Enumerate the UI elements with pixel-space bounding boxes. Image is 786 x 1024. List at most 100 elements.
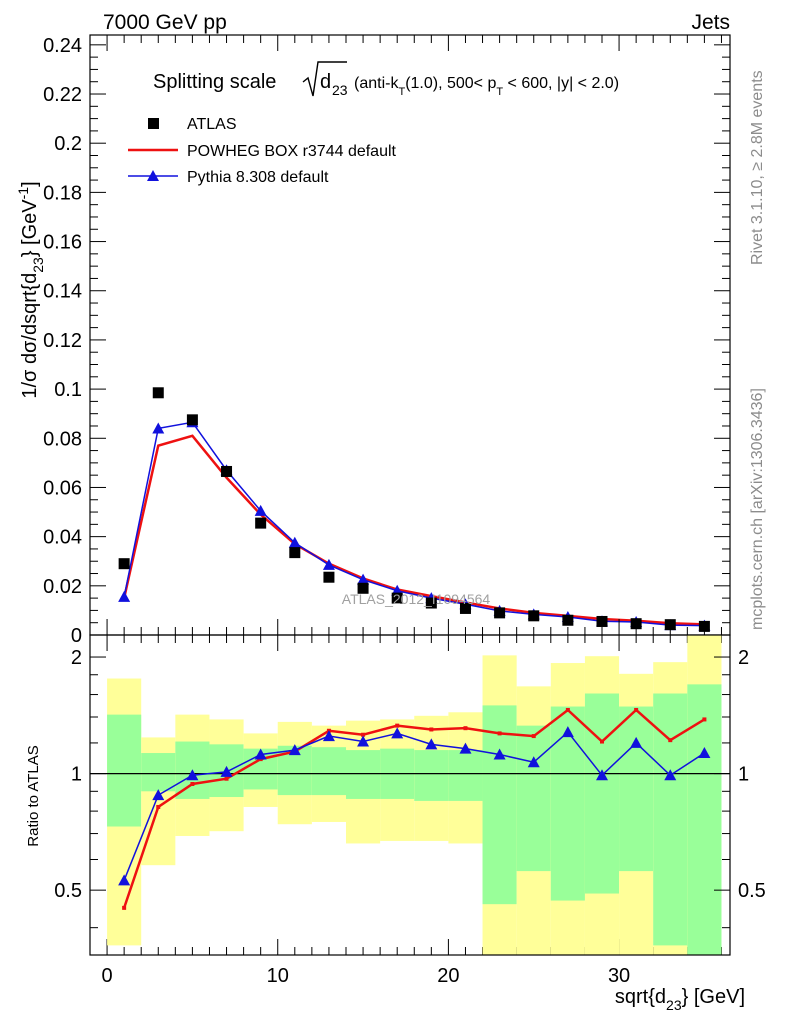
sqrt-sign [302, 61, 347, 97]
ratio-pythia-point [118, 874, 131, 886]
ratio-pythia-point [630, 736, 643, 748]
y-tick-label: 0.2 [54, 133, 82, 155]
pythia-point [152, 422, 165, 434]
mcplots-label: mcplots.cern.ch [arXiv:1306.3436] [749, 388, 766, 630]
ratio-tick-label-right: 1 [738, 764, 749, 786]
x-axis-label: sqrt{d23} [GeV] [615, 986, 745, 1013]
ratio-powheg-point [361, 732, 366, 737]
ratio-powheg-point [531, 734, 536, 739]
chart-title: Splitting scale d 23 (anti-kT(1.0), 500<… [153, 61, 619, 98]
ratio-powheg-point [395, 723, 400, 728]
ratio-pythia-point [391, 727, 404, 739]
ratio-pythia-point [425, 738, 438, 750]
y-tick-label: 0.06 [43, 477, 82, 499]
header-left: 7000 GeV pp [103, 11, 227, 34]
legend-pythia-marker [147, 170, 159, 181]
ratio-powheg-point [565, 707, 570, 712]
title-sqrt-symbol: d [320, 71, 331, 93]
powheg-line [122, 434, 705, 626]
ratio-powheg-point [497, 731, 502, 736]
pythia-point [322, 558, 335, 570]
atlas-point [698, 620, 710, 632]
ratio-powheg-point [122, 905, 127, 910]
y-tick-label: 0.1 [54, 379, 82, 401]
ratio-pythia-point [459, 742, 472, 754]
y-tick-label: 0.14 [43, 281, 82, 303]
ratio-tick-label-left: 1 [71, 764, 82, 786]
ratio-pythia-point [493, 748, 506, 760]
legend-atlas-marker [148, 118, 159, 129]
atlas-point [425, 597, 437, 609]
ratio-band-inner [107, 714, 142, 827]
pythia-point [118, 590, 131, 602]
ratio-pythia-point [288, 744, 301, 756]
atlas-point [596, 615, 608, 627]
y-tick-label: 0.02 [43, 576, 82, 598]
ratio-pythia-point [254, 748, 267, 760]
atlas-point [562, 614, 574, 626]
ratio-band-inner [346, 750, 381, 799]
atlas-point [630, 618, 642, 630]
ratio-pythia-point [220, 765, 233, 777]
ratio-powheg-point [702, 717, 707, 722]
y-tick-label: 0.18 [43, 182, 82, 204]
pythia-point [357, 573, 370, 585]
main-frame [89, 34, 731, 636]
atlas-point [221, 465, 233, 477]
ratio-pythia-point [186, 769, 199, 781]
pythia-line [123, 421, 705, 627]
ratio-powheg-point [600, 739, 604, 744]
ratio-pythia-point [357, 735, 370, 747]
atlas-point [186, 414, 198, 426]
atlas-point [391, 592, 403, 604]
header-right: Jets [691, 11, 730, 34]
ratio-pythia-point [698, 747, 711, 759]
title-cut: (anti-kT(1.0), 500< pT < 600, |y| < 2.0) [354, 75, 619, 98]
ratio-band-inner [482, 705, 517, 905]
legend: ATLAS POWHEG BOX r3744 default Pythia 8.… [128, 116, 397, 186]
legend-atlas-label: ATLAS [187, 116, 237, 133]
x-tick-label: 30 [608, 965, 630, 987]
ratio-frame [89, 634, 731, 956]
atlas-point [494, 607, 506, 619]
ratio-band-inner [687, 684, 722, 955]
ratio-powheg-point [224, 776, 229, 781]
ratio-band-inner [584, 693, 620, 894]
ratio-powheg-point [668, 738, 673, 743]
atlas-point [459, 602, 471, 614]
legend-pythia-label: Pythia 8.308 default [187, 169, 329, 186]
atlas-point [152, 387, 164, 399]
ratio-axis-label: Ratio to ATLAS [25, 745, 42, 846]
y-tick-label: 0.22 [43, 84, 82, 106]
ratio-band-inner [550, 706, 585, 901]
ratio-tick-label-left: 2 [71, 647, 82, 669]
ratio-powheg-line [122, 708, 706, 909]
y-axis-label: 1/σ dσ/dsqrt{d23} [GeV-1] [15, 181, 46, 398]
ratio-band-inner [619, 706, 654, 872]
x-tick-label: 10 [267, 965, 289, 987]
ratio-pythia-point [527, 756, 540, 768]
title-main: Splitting scale [153, 71, 276, 93]
ratio-tick-label-left: 0.5 [54, 880, 82, 902]
ratio-pythia-line [123, 730, 705, 881]
y-tick-label: 0.08 [43, 428, 82, 450]
ratio-band-inner [414, 750, 449, 801]
watermark: ATLAS_2012_I1094564 [342, 591, 491, 607]
ratio-tick-label-right: 0.5 [738, 880, 766, 902]
ratio-tick-label-right: 2 [738, 647, 749, 669]
title-sqrt-subscript: 23 [332, 82, 348, 98]
ratio-pythia-point [152, 789, 165, 801]
rivet-label: Rivet 3.1.10, ≥ 2.8M events [749, 70, 766, 265]
ratio-pythia-point [322, 730, 335, 742]
ratio-powheg-point [429, 727, 434, 732]
atlas-point [528, 610, 540, 622]
atlas-point [664, 619, 676, 631]
atlas-point [118, 558, 130, 570]
legend-powheg-label: POWHEG BOX r3744 default [187, 143, 397, 160]
ratio-powheg-point [156, 804, 161, 809]
ratio-pythia-point [596, 769, 608, 781]
atlas-point [323, 571, 335, 583]
x-tick-label: 0 [102, 965, 113, 987]
ratio-powheg-point [190, 781, 195, 786]
atlas-point [289, 547, 301, 559]
